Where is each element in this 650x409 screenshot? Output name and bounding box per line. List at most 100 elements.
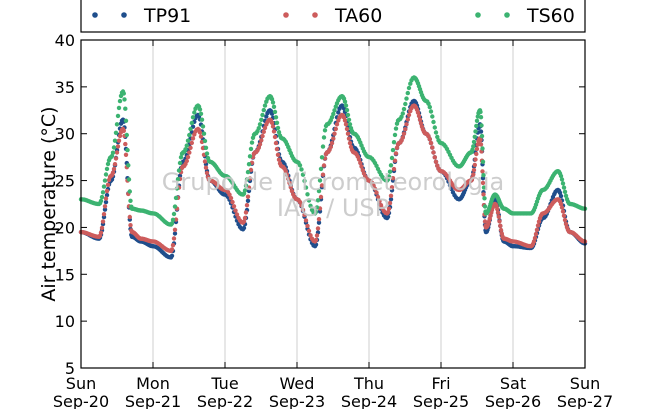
data-point bbox=[189, 140, 194, 146]
data-point bbox=[270, 100, 276, 105]
data-point bbox=[558, 201, 564, 207]
data-point bbox=[299, 203, 304, 208]
data-point bbox=[474, 151, 479, 157]
data-point bbox=[563, 193, 569, 198]
data-point bbox=[297, 199, 303, 205]
data-point bbox=[498, 227, 504, 233]
x-tick-label-day: Sun bbox=[66, 374, 96, 393]
data-point bbox=[474, 118, 480, 124]
data-point bbox=[392, 158, 398, 163]
grid-lines bbox=[152, 40, 514, 368]
data-point bbox=[100, 190, 106, 195]
data-point bbox=[378, 203, 384, 208]
data-point bbox=[270, 124, 276, 129]
data-point bbox=[276, 157, 282, 162]
data-point bbox=[346, 136, 352, 141]
data-point bbox=[308, 233, 313, 238]
data-point bbox=[482, 196, 487, 201]
data-point bbox=[184, 158, 189, 164]
data-point bbox=[389, 185, 395, 190]
y-tick-label: 10 bbox=[55, 312, 75, 331]
data-point bbox=[284, 172, 290, 177]
data-point bbox=[346, 117, 352, 123]
data-point bbox=[274, 146, 280, 152]
data-point bbox=[271, 129, 277, 134]
data-point bbox=[320, 144, 326, 149]
data-point bbox=[110, 150, 116, 155]
data-point bbox=[169, 253, 175, 258]
data-point bbox=[98, 230, 104, 235]
data-point bbox=[560, 181, 566, 186]
data-point bbox=[535, 223, 541, 228]
data-point bbox=[264, 114, 269, 119]
data-point bbox=[204, 170, 210, 176]
data-point bbox=[305, 192, 310, 197]
data-point bbox=[172, 227, 178, 232]
data-point bbox=[432, 155, 437, 160]
data-point bbox=[203, 145, 209, 150]
legend-marker bbox=[312, 12, 318, 18]
data-point bbox=[377, 199, 382, 204]
data-point bbox=[306, 228, 312, 234]
data-point bbox=[404, 122, 409, 127]
series-ts60 bbox=[78, 75, 588, 227]
data-point bbox=[183, 147, 188, 152]
data-point bbox=[305, 223, 310, 229]
data-point bbox=[472, 134, 477, 139]
data-point bbox=[536, 219, 542, 224]
data-point bbox=[322, 128, 328, 133]
data-point bbox=[472, 162, 477, 168]
data-point bbox=[103, 199, 109, 205]
data-point bbox=[243, 183, 249, 188]
data-point bbox=[533, 231, 539, 237]
legend-label-tp91: TP91 bbox=[143, 5, 191, 27]
data-point bbox=[481, 185, 487, 190]
data-point bbox=[228, 195, 234, 201]
data-point bbox=[247, 154, 253, 159]
data-point bbox=[313, 209, 319, 215]
data-point bbox=[189, 120, 194, 126]
data-point bbox=[105, 182, 111, 187]
data-point bbox=[126, 177, 132, 182]
data-point bbox=[347, 122, 353, 127]
data-point bbox=[388, 163, 394, 168]
watermark-line-1: Grupo de Micrometeorologia bbox=[162, 168, 504, 196]
data-point bbox=[471, 167, 477, 173]
data-point bbox=[273, 140, 279, 146]
data-point bbox=[478, 115, 484, 120]
data-point bbox=[317, 178, 323, 183]
data-point bbox=[480, 180, 486, 186]
data-point bbox=[100, 219, 106, 224]
data-point bbox=[313, 237, 319, 243]
y-tick-label: 25 bbox=[55, 172, 75, 191]
data-point bbox=[126, 163, 131, 168]
data-point bbox=[113, 156, 119, 161]
data-point bbox=[314, 233, 320, 238]
x-tick-label-date: Sep-24 bbox=[341, 392, 397, 409]
data-point bbox=[261, 107, 266, 113]
data-point bbox=[561, 185, 567, 190]
data-point bbox=[314, 205, 320, 210]
data-point bbox=[316, 217, 322, 222]
data-point bbox=[269, 120, 275, 126]
data-point bbox=[249, 140, 255, 145]
data-point bbox=[319, 183, 325, 188]
data-point bbox=[110, 170, 116, 175]
data-point bbox=[188, 126, 193, 132]
data-point bbox=[400, 135, 405, 140]
data-point bbox=[562, 217, 568, 223]
data-point bbox=[316, 188, 322, 194]
data-point bbox=[479, 133, 485, 139]
data-point bbox=[408, 81, 413, 86]
legend-marker bbox=[121, 12, 127, 18]
data-point bbox=[241, 225, 247, 231]
data-point bbox=[329, 115, 335, 120]
data-point bbox=[333, 104, 338, 109]
data-point bbox=[391, 140, 397, 145]
data-point bbox=[199, 117, 205, 122]
data-point bbox=[260, 133, 265, 139]
data-point bbox=[121, 91, 127, 96]
watermark: Grupo de Micrometeorologia IAG / USP bbox=[162, 168, 504, 222]
data-point bbox=[257, 142, 263, 147]
data-point bbox=[308, 203, 313, 208]
